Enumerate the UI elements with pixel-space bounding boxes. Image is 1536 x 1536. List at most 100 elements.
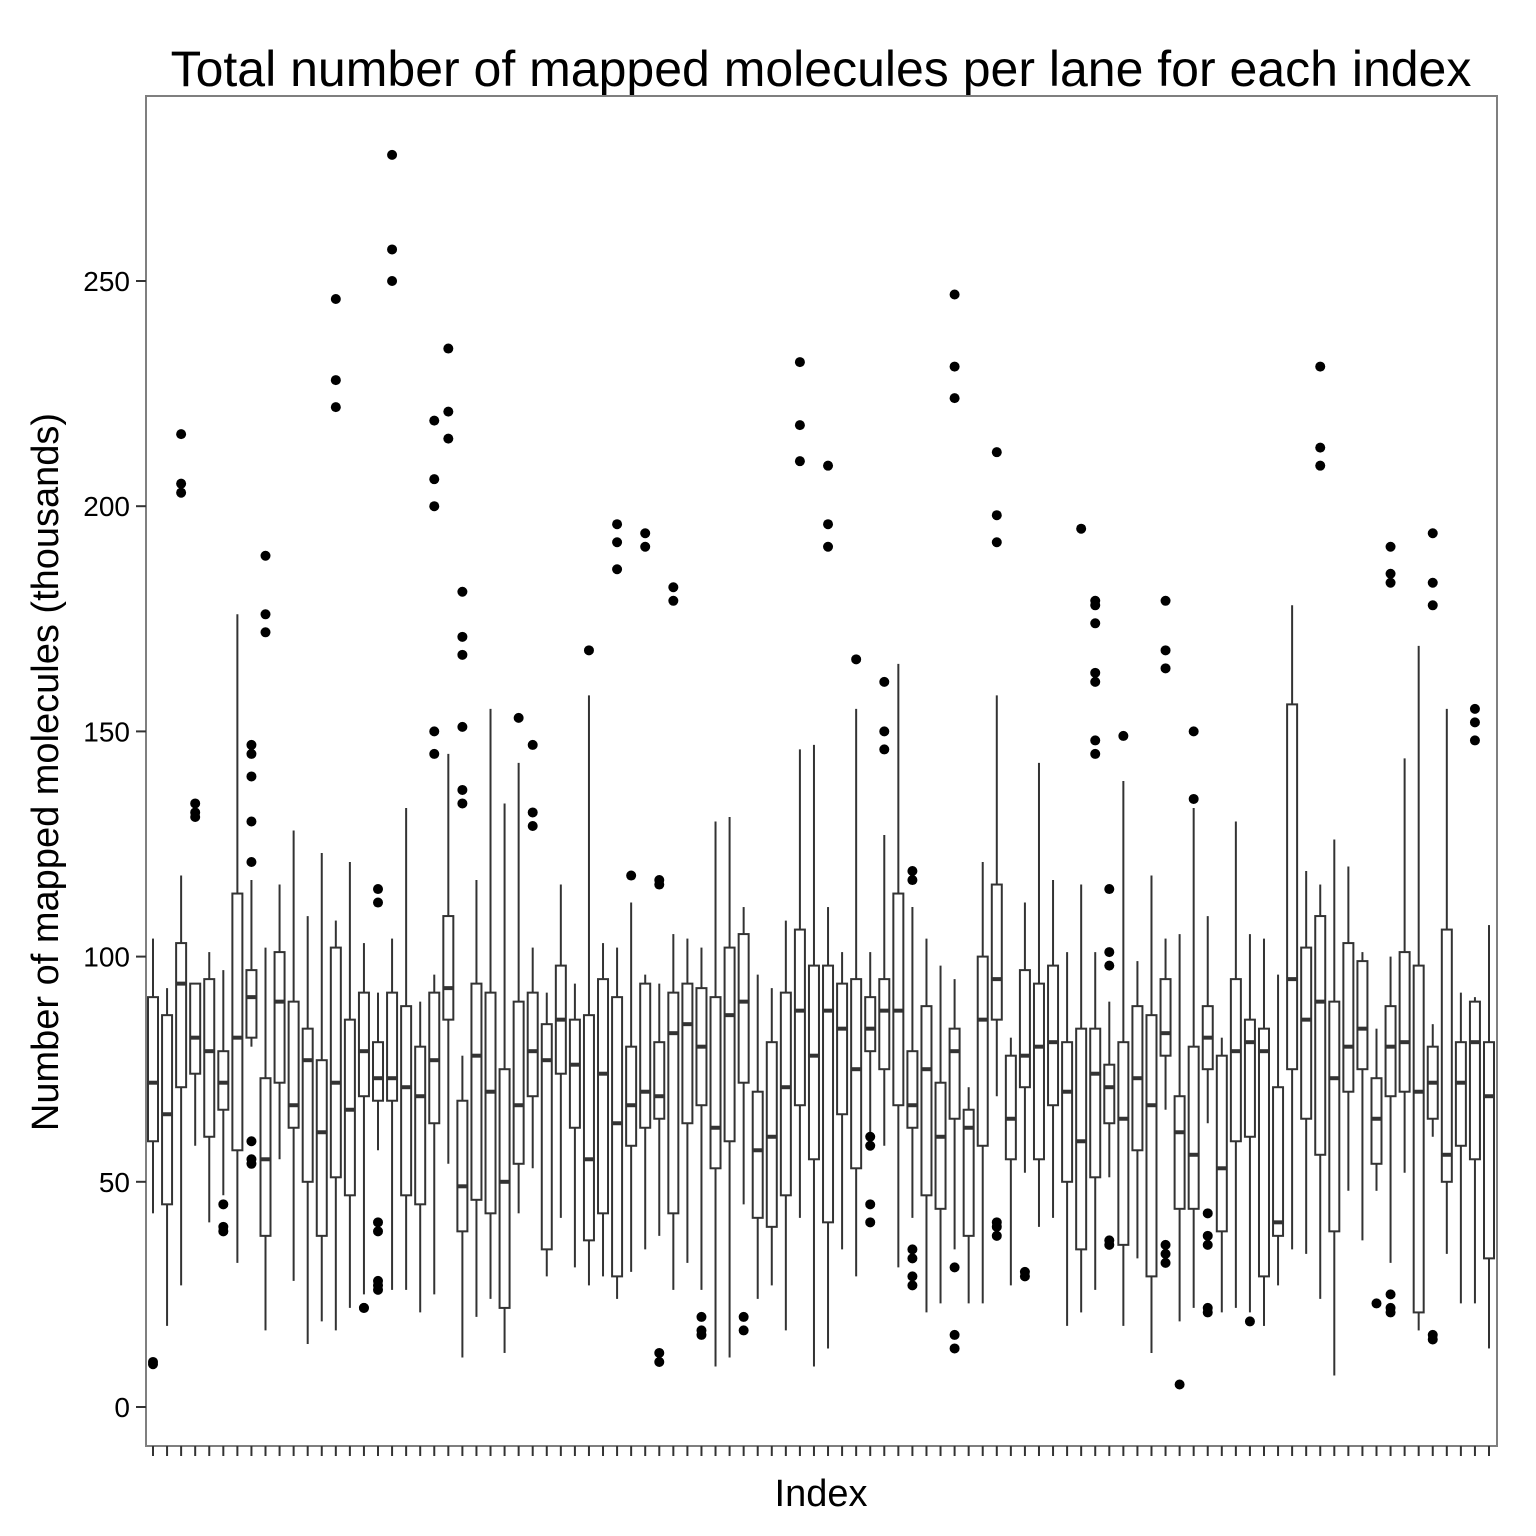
- outlier-point: [260, 627, 271, 638]
- outlier-point: [1090, 667, 1101, 678]
- chart-title: Total number of mapped molecules per lan…: [171, 41, 1472, 97]
- outlier-point: [260, 550, 271, 561]
- outlier-point: [1427, 600, 1438, 611]
- outlier-point: [373, 1226, 384, 1237]
- outlier-point: [246, 771, 257, 782]
- outlier-point: [148, 1359, 158, 1370]
- box-rect: [892, 892, 905, 1107]
- box-rect: [765, 1041, 778, 1228]
- box-group: [1300, 871, 1313, 1254]
- outlier-point: [879, 726, 890, 737]
- box-group: [442, 343, 455, 1164]
- box-group: [793, 357, 806, 1218]
- box-group: [906, 866, 919, 1291]
- box-group: [1004, 1037, 1017, 1286]
- outlier-point: [907, 866, 918, 877]
- box-rect: [231, 892, 244, 1152]
- outlier-point: [794, 357, 805, 368]
- outlier-point: [429, 474, 440, 485]
- box-rect: [1229, 978, 1242, 1143]
- box-group: [822, 460, 835, 1349]
- box-rect: [653, 1041, 666, 1120]
- outlier-point: [1427, 577, 1438, 588]
- box-group: [667, 582, 680, 1290]
- box-rect: [456, 1099, 469, 1233]
- outlier-point: [1385, 568, 1396, 579]
- outlier-point: [387, 149, 398, 160]
- outlier-point: [865, 1199, 876, 1210]
- outlier-point: [260, 609, 271, 620]
- outlier-point: [654, 1347, 665, 1358]
- box-group: [695, 947, 708, 1340]
- outlier-point: [865, 1131, 876, 1142]
- outlier-point: [1160, 595, 1171, 606]
- box-rect: [962, 1108, 975, 1237]
- outlier-point: [1174, 1379, 1185, 1390]
- outlier-point: [991, 537, 1002, 548]
- box-group: [1272, 974, 1285, 1286]
- outlier-point: [373, 897, 384, 908]
- outlier-point: [330, 375, 341, 386]
- box-group: [1356, 952, 1369, 1241]
- outlier-point: [246, 739, 257, 750]
- box-rect: [287, 1000, 300, 1129]
- box-group: [231, 614, 244, 1263]
- y-tick-label: 100: [83, 942, 130, 973]
- box-group: [920, 938, 933, 1313]
- outlier-point: [949, 289, 960, 300]
- box-rect: [1159, 978, 1172, 1057]
- box-rect: [1103, 1063, 1116, 1125]
- outlier-point: [1090, 748, 1101, 759]
- outlier-point: [1019, 1271, 1030, 1282]
- outlier-point: [527, 739, 538, 750]
- outlier-point: [794, 456, 805, 467]
- box-group: [526, 739, 539, 1169]
- outlier-point: [513, 712, 524, 723]
- outlier-point: [696, 1311, 707, 1322]
- outlier-point: [668, 595, 679, 606]
- outlier-point: [1202, 1230, 1213, 1241]
- box-rect: [400, 1005, 413, 1197]
- outlier-point: [823, 460, 834, 471]
- box-group: [498, 803, 511, 1353]
- outlier-point: [949, 393, 960, 404]
- box-group: [1103, 884, 1116, 1250]
- box-rect: [343, 1018, 356, 1197]
- outlier-point: [457, 798, 468, 809]
- box-rect: [1483, 1041, 1495, 1260]
- outlier-point: [1385, 541, 1396, 552]
- box-group: [217, 970, 230, 1237]
- outlier-point: [1385, 1289, 1396, 1300]
- outlier-point: [949, 361, 960, 372]
- outlier-point: [190, 811, 201, 822]
- outlier-point: [949, 1329, 960, 1340]
- box-rect: [864, 996, 877, 1053]
- box-rect: [639, 982, 652, 1129]
- outlier-point: [1244, 1316, 1255, 1327]
- box-rect: [1004, 1054, 1017, 1161]
- box-rect: [512, 1000, 525, 1165]
- outlier-point: [851, 654, 862, 665]
- box-rect: [948, 1027, 961, 1120]
- box-group: [597, 943, 610, 1277]
- box-rect: [1440, 928, 1453, 1183]
- box-rect: [189, 982, 202, 1075]
- outlier-point: [457, 586, 468, 597]
- outlier-point: [1315, 460, 1326, 471]
- box-group: [1454, 992, 1467, 1304]
- outlier-point: [1090, 595, 1101, 606]
- box-rect: [1300, 946, 1313, 1120]
- outlier-point: [1469, 717, 1480, 728]
- outlier-point: [1160, 663, 1171, 674]
- outlier-point: [373, 884, 384, 895]
- box-rect: [414, 1045, 427, 1206]
- box-group: [892, 663, 905, 1268]
- outlier-point: [1118, 730, 1129, 741]
- box-rect: [681, 982, 694, 1125]
- outlier-point: [991, 1230, 1002, 1241]
- box-group: [1187, 726, 1200, 1308]
- box-rect: [1215, 1054, 1228, 1233]
- box-rect: [301, 1027, 314, 1183]
- box-rect: [934, 1081, 947, 1210]
